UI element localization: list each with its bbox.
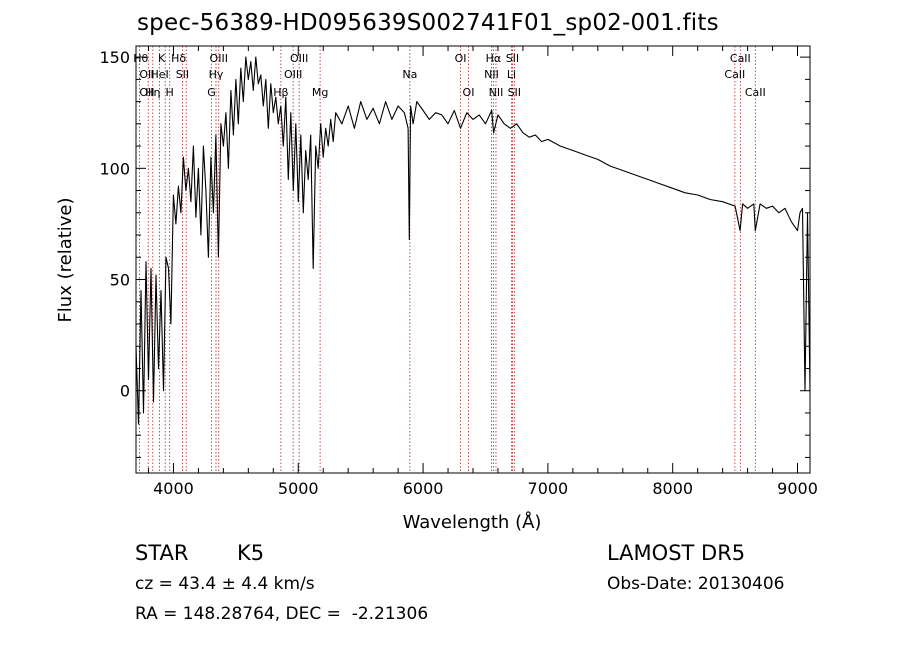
line-label: CaII [745, 86, 766, 99]
line-label: Hη [145, 86, 160, 99]
observation-date: Obs-Date: 20130406 [607, 574, 785, 594]
y-tick-label: 100 [99, 159, 130, 178]
line-label: CaII [730, 52, 751, 65]
spectrum-line [135, 56, 811, 425]
x-tick-label: 9000 [777, 479, 818, 498]
line-label: OI [455, 52, 467, 65]
spectrum-series [135, 56, 811, 425]
line-label: SII [176, 68, 189, 81]
line-label: K [158, 52, 166, 65]
x-tick-label: 7000 [528, 479, 569, 498]
x-tick-label: 4000 [153, 479, 194, 498]
line-label: Na [402, 68, 417, 81]
line-label: NII [489, 86, 504, 99]
emission-line-markers [138, 46, 756, 473]
axis-ticks: 4000 5000 6000 7000 8000 9000 0 50 100 150 [99, 46, 818, 498]
line-label: Li [507, 68, 516, 81]
line-label: SII [508, 86, 521, 99]
y-axis-label: Flux (relative) [55, 197, 76, 322]
line-label: Hγ [209, 68, 224, 81]
line-label: SII [506, 52, 519, 65]
line-label: Hδ [171, 52, 186, 65]
line-label: OII [139, 86, 154, 99]
x-tick-label: 8000 [652, 479, 693, 498]
redshift-velocity: cz = 43.4 ± 4.4 km/s [135, 574, 315, 594]
line-label: OII [139, 68, 154, 81]
line-label: OIII [290, 52, 308, 65]
y-tick-label: 50 [110, 271, 130, 290]
line-label: OIII [284, 68, 302, 81]
line-label: HeI [150, 68, 168, 81]
line-label: CaII [724, 68, 745, 81]
line-label: Hβ [273, 86, 288, 99]
survey-name: LAMOST DR5 [607, 541, 746, 565]
line-label: G [207, 86, 216, 99]
x-tick-label: 6000 [403, 479, 444, 498]
x-axis-label: Wavelength (Å) [403, 511, 542, 533]
line-label: Hθ [133, 52, 148, 65]
y-tick-label: 0 [120, 382, 130, 401]
line-label: OIII [210, 52, 228, 65]
x-tick-label: 5000 [278, 479, 319, 498]
coordinates: RA = 148.28764, DEC = -2.21306 [135, 604, 429, 624]
line-label: Mg [312, 86, 328, 99]
y-tick-label: 150 [99, 48, 130, 67]
line-label: H [166, 86, 174, 99]
object-subclass: K5 [237, 541, 265, 565]
object-class: STAR [135, 541, 189, 565]
chart-title: spec-56389-HD095639S002741F01_sp02-001.f… [137, 10, 719, 36]
line-label: Hα [486, 52, 502, 65]
line-label: NII [484, 68, 499, 81]
line-label: OI [463, 86, 475, 99]
